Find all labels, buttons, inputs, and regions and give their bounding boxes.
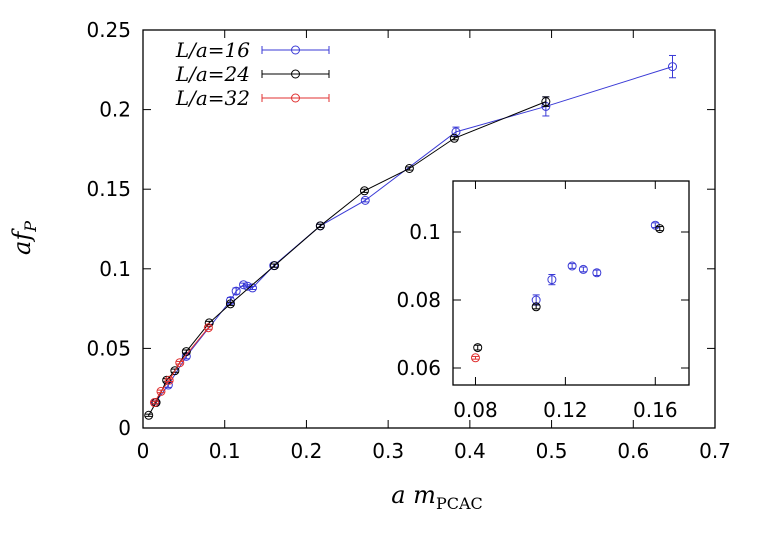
data-point-l-a-24: [144, 410, 154, 420]
x-tick-label: 0.2: [291, 439, 323, 463]
point-marker: [668, 62, 678, 72]
inset-data-point-l-a-16: [578, 264, 588, 274]
x-tick-label: 0.5: [536, 439, 568, 463]
point-marker: [531, 302, 541, 312]
point-marker: [156, 386, 166, 396]
y-tick-label: 0.15: [86, 177, 131, 201]
point-marker: [170, 366, 180, 376]
data-point-l-a-24: [404, 164, 414, 174]
point-marker: [175, 358, 185, 368]
y-tick-label: 0.25: [86, 18, 131, 42]
inset-x-tick-label: 0.16: [633, 398, 678, 422]
inset-x-tick-label: 0.08: [453, 398, 498, 422]
data-point-l-a-24: [449, 133, 459, 143]
point-marker: [470, 353, 480, 363]
legend: L/a=16L/a=24L/a=32: [175, 38, 330, 110]
point-marker: [449, 133, 459, 143]
y-tick-label: 0.2: [99, 98, 131, 122]
inset-data-point-l-a-16: [547, 274, 557, 286]
data-point-l-a-24: [359, 186, 369, 196]
inset-plot: 0.08 0.12 0.16 0.06 0.08 0.1: [396, 180, 690, 422]
data-point-l-a-32: [203, 323, 213, 333]
data-point-l-a-24: [225, 299, 235, 309]
point-marker: [650, 220, 660, 230]
inset-y-tick-label: 0.08: [396, 288, 441, 312]
point-marker: [359, 186, 369, 196]
legend-marker: [291, 45, 300, 55]
legend-entry-l-a-16: L/a=16: [175, 38, 330, 62]
legend-entry-l-a-24: L/a=24: [175, 62, 330, 86]
inset-data-point-l-a-24: [473, 343, 483, 353]
data-point-l-a-32: [164, 375, 174, 385]
point-marker: [164, 375, 174, 385]
legend-entry-l-a-32: L/a=32: [175, 86, 330, 110]
point-marker: [404, 164, 414, 174]
y-tick-label: 0.1: [99, 257, 131, 281]
x-tick-label: 0.7: [699, 439, 731, 463]
data-point-l-a-32: [156, 386, 166, 396]
data-point-l-a-16: [360, 195, 370, 205]
data-point-l-a-24: [181, 347, 191, 357]
point-marker: [315, 221, 325, 231]
data-point-l-a-32: [175, 358, 185, 368]
inset-data-point-l-a-32: [470, 353, 480, 363]
point-marker: [149, 398, 159, 408]
legend-marker: [291, 69, 300, 79]
point-marker: [592, 268, 602, 278]
data-point-l-a-24: [270, 261, 280, 271]
point-marker: [203, 323, 213, 333]
data-point-l-a-24: [315, 221, 325, 231]
point-marker: [181, 347, 191, 357]
point-marker: [578, 264, 588, 274]
inset-data-point-l-a-16: [650, 220, 660, 230]
point-marker: [231, 286, 241, 296]
point-marker: [567, 261, 577, 271]
data-point-l-a-16: [231, 286, 241, 296]
legend-label: L/a=16: [175, 38, 250, 62]
point-marker: [655, 224, 665, 234]
legend-marker: [291, 93, 300, 103]
legend-label: L/a=24: [175, 62, 250, 86]
point-marker: [451, 127, 461, 137]
point-marker: [204, 318, 214, 328]
y-axis-title: afP: [8, 221, 40, 255]
point-marker: [541, 97, 551, 107]
legend-label: L/a=32: [175, 86, 250, 110]
point-marker: [547, 275, 557, 285]
point-marker: [225, 299, 235, 309]
y-tick-label: 0.05: [86, 336, 131, 360]
inset-x-tick-label: 0.12: [543, 398, 588, 422]
data-point-l-a-24: [541, 96, 551, 107]
x-tick-label: 0.1: [209, 439, 241, 463]
inset-frame: [452, 180, 690, 386]
x-tick-label: 0.6: [617, 439, 649, 463]
x-axis-title: a mPCAC: [391, 481, 483, 513]
inset-y-tick-label: 0.06: [396, 356, 441, 380]
data-point-l-a-16: [668, 54, 678, 79]
point-marker: [270, 261, 280, 271]
x-tick-label: 0.4: [454, 439, 486, 463]
point-marker: [144, 410, 154, 420]
data-point-l-a-32: [149, 398, 159, 408]
inset-data-point-l-a-24: [531, 302, 541, 312]
inset-data-point-l-a-24: [655, 224, 665, 234]
point-marker: [360, 195, 370, 205]
inset-y-tick-label: 0.1: [409, 220, 441, 244]
x-tick-label: 0.3: [372, 439, 404, 463]
inset-data-point-l-a-16: [592, 268, 602, 278]
point-marker: [531, 295, 541, 305]
inset-data-point-l-a-16: [567, 261, 577, 271]
x-tick-label: 0: [137, 439, 150, 463]
point-marker: [473, 343, 483, 353]
y-tick-label: 0: [118, 416, 131, 440]
